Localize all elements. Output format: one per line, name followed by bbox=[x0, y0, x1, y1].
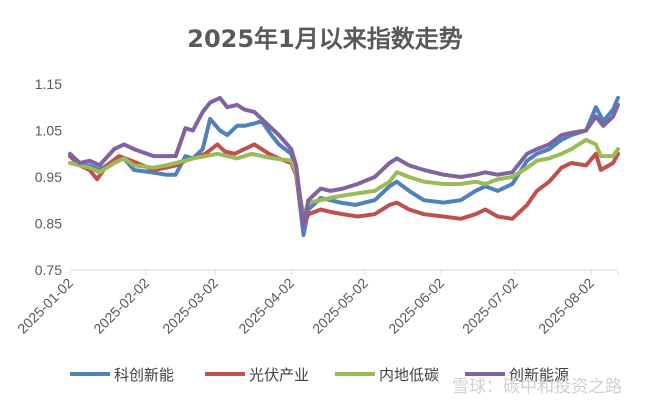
y-tick-label: 1.05 bbox=[35, 123, 62, 139]
plot-area bbox=[68, 95, 620, 238]
y-axis: 0.75 0.85 0.95 1.05 1.15 bbox=[35, 76, 62, 278]
legend-label: 创新能源 bbox=[509, 366, 569, 384]
series-line-4 bbox=[68, 95, 620, 228]
x-tick-label: 2025-01-02 bbox=[14, 275, 76, 337]
x-tick-label: 2025-02-02 bbox=[90, 275, 152, 337]
x-tick-label: 2025-05-02 bbox=[309, 275, 371, 337]
legend: 科创新能 光伏产业 内地低碳 创新能源 bbox=[70, 366, 569, 384]
x-tick-label: 2025-07-02 bbox=[459, 275, 521, 337]
x-tick-label: 2025-04-02 bbox=[235, 275, 297, 337]
x-tick-label: 2025-03-02 bbox=[159, 275, 221, 337]
x-tick-label: 2025-06-02 bbox=[385, 275, 447, 337]
y-tick-label: 1.15 bbox=[35, 76, 62, 92]
watermark-text: 雪球：碳中和投资之路 bbox=[452, 377, 622, 397]
legend-label: 光伏产业 bbox=[249, 366, 309, 384]
chart-title: 2025年1月以来指数走势 bbox=[187, 25, 463, 53]
series-line-3 bbox=[68, 137, 620, 219]
y-tick-label: 0.95 bbox=[35, 169, 62, 185]
x-tick-label: 2025-08-02 bbox=[535, 275, 597, 337]
x-axis: 2025-01-02 2025-02-02 2025-03-02 2025-04-02… bbox=[14, 270, 619, 337]
y-tick-label: 0.75 bbox=[35, 262, 62, 278]
series-line-2 bbox=[68, 142, 620, 228]
legend-label: 科创新能 bbox=[114, 366, 174, 384]
legend-label: 内地低碳 bbox=[379, 366, 439, 384]
y-tick-label: 0.85 bbox=[35, 216, 62, 232]
